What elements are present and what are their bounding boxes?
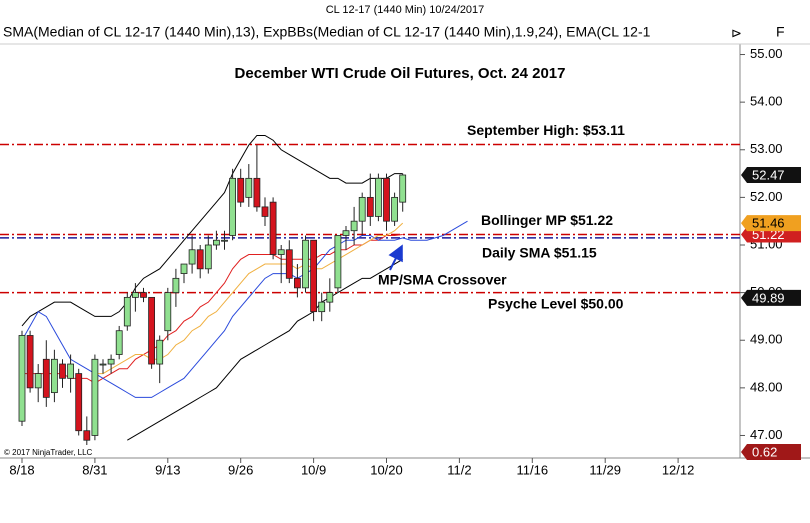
plot-area bbox=[0, 134, 740, 445]
candle-body bbox=[51, 358, 58, 394]
candle-body bbox=[131, 292, 139, 298]
candle-body bbox=[326, 292, 334, 303]
candle-body bbox=[229, 177, 237, 236]
candle-body bbox=[26, 335, 34, 389]
candle-body bbox=[399, 174, 407, 203]
x-tick-label: 8/18 bbox=[9, 462, 34, 477]
x-tick-label: 12/12 bbox=[662, 462, 695, 477]
candle-body bbox=[164, 292, 172, 332]
candle-body bbox=[221, 239, 228, 242]
candle-body bbox=[358, 196, 366, 222]
x-tick-label: 9/13 bbox=[155, 462, 180, 477]
candle-body bbox=[212, 239, 220, 246]
reference-label: September High: $53.11 bbox=[467, 122, 625, 138]
candle-body bbox=[293, 277, 301, 289]
price-marker-box bbox=[741, 215, 801, 232]
price-marker: 0.62 bbox=[741, 444, 801, 460]
candle-body bbox=[285, 249, 293, 279]
candle-body bbox=[99, 363, 107, 366]
y-tick-label: 48.00 bbox=[750, 379, 783, 394]
price-marker-box bbox=[741, 167, 801, 183]
annotation: MP/SMA Crossover bbox=[378, 272, 507, 288]
axes: 47.0048.0049.0050.0051.0052.0053.0054.00… bbox=[9, 46, 801, 477]
candle-body bbox=[383, 177, 390, 222]
candle-body bbox=[180, 263, 188, 274]
x-tick-label: 8/31 bbox=[82, 462, 107, 477]
candle-body bbox=[302, 239, 309, 289]
y-tick-label: 49.00 bbox=[750, 332, 783, 347]
price-marker-label: 0.62 bbox=[752, 444, 777, 459]
candle-body bbox=[237, 177, 245, 203]
y-tick-label: 54.00 bbox=[750, 94, 783, 109]
candle-body bbox=[261, 206, 269, 217]
candle-body bbox=[18, 335, 26, 422]
candle-body bbox=[156, 339, 164, 365]
price-marker: 51.46 bbox=[741, 215, 801, 232]
candle-body bbox=[42, 358, 50, 398]
candle-body bbox=[204, 244, 212, 270]
candle-body bbox=[148, 296, 156, 365]
y-tick-label: 47.00 bbox=[750, 427, 783, 442]
candle-body bbox=[34, 373, 42, 389]
candle-body bbox=[83, 430, 91, 441]
x-tick-label: 9/26 bbox=[228, 462, 253, 477]
panel-letter: F bbox=[776, 24, 785, 40]
x-tick-label: 10/9 bbox=[301, 462, 326, 477]
price-marker: 52.47 bbox=[741, 167, 801, 183]
indicator-line bbox=[94, 222, 404, 375]
candle-body bbox=[391, 196, 399, 222]
price-marker-label: 49.89 bbox=[752, 290, 785, 305]
candle-body bbox=[350, 220, 358, 232]
price-marker-label: 51.46 bbox=[752, 216, 785, 231]
candle-body bbox=[196, 249, 204, 270]
x-tick-label: 11/16 bbox=[517, 462, 549, 477]
candle-body bbox=[366, 196, 374, 217]
candle-body bbox=[107, 358, 115, 365]
candle-body bbox=[123, 296, 131, 327]
candle-body bbox=[269, 201, 277, 255]
candle-body bbox=[310, 239, 318, 313]
candle-body bbox=[67, 363, 74, 379]
annotation-arrow bbox=[388, 244, 403, 271]
candle-body bbox=[188, 249, 196, 265]
candle-body bbox=[318, 301, 326, 313]
candle-body bbox=[245, 177, 253, 198]
x-tick-label: 10/20 bbox=[370, 462, 403, 477]
candle-body bbox=[253, 177, 261, 208]
indicator-line bbox=[127, 258, 403, 441]
y-tick-label: 53.00 bbox=[750, 141, 783, 156]
price-marker: 49.89 bbox=[741, 289, 801, 306]
indicator-line bbox=[21, 134, 403, 327]
collapse-icon[interactable]: ⊳ bbox=[731, 25, 742, 40]
candle-body bbox=[172, 277, 180, 294]
price-marker-box bbox=[741, 289, 801, 306]
reference-label: Bollinger MP $51.22 bbox=[481, 212, 613, 228]
candle-body bbox=[334, 235, 342, 289]
price-marker-box bbox=[741, 444, 801, 460]
candle-body bbox=[140, 292, 147, 298]
x-tick-label: 11/2 bbox=[447, 462, 471, 477]
copyright: © 2017 NinjaTrader, LLC bbox=[4, 448, 93, 457]
y-tick-label: 52.00 bbox=[750, 189, 783, 204]
reference-label: Psyche Level $50.00 bbox=[488, 295, 624, 311]
candle-body bbox=[374, 177, 382, 217]
x-tick-label: 11/29 bbox=[589, 462, 621, 477]
indicator-text: SMA(Median of CL 12-17 (1440 Min),13), E… bbox=[3, 24, 651, 40]
candle-body bbox=[75, 373, 83, 432]
chart-title: December WTI Crude Oil Futures, Oct. 24 … bbox=[235, 65, 566, 82]
candle-body bbox=[342, 230, 350, 236]
candle-body bbox=[91, 358, 99, 436]
reference-label: Daily SMA $51.15 bbox=[482, 245, 597, 261]
y-tick-label: 55.00 bbox=[750, 46, 783, 61]
candle-body bbox=[59, 363, 66, 379]
candle-body bbox=[115, 330, 123, 355]
candle-body bbox=[277, 249, 285, 255]
price-marker-label: 52.47 bbox=[752, 167, 785, 182]
window-title: CL 12-17 (1440 Min) 10/24/2017 bbox=[326, 4, 485, 16]
